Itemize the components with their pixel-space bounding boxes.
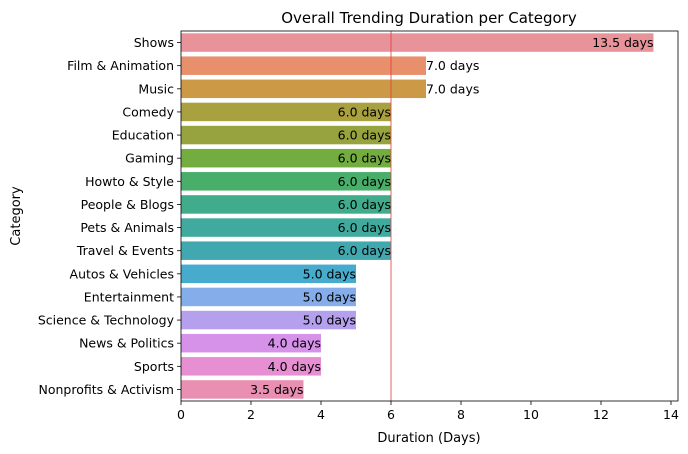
bar xyxy=(181,56,426,75)
x-tick-label: 10 xyxy=(523,407,539,422)
x-tick-label: 4 xyxy=(317,407,325,422)
chart-title: Overall Trending Duration per Category xyxy=(281,9,577,27)
bars-group xyxy=(181,33,654,399)
x-tick-label: 12 xyxy=(593,407,609,422)
bar xyxy=(181,33,654,52)
bar xyxy=(181,195,391,214)
data-label: 6.0 days xyxy=(338,220,391,235)
bar xyxy=(181,380,304,399)
data-label: 6.0 days xyxy=(338,174,391,189)
y-tick-label: Shows xyxy=(134,35,174,50)
y-tick-label: Education xyxy=(112,128,174,143)
y-tick-label: Autos & Vehicles xyxy=(70,266,174,281)
data-label: 7.0 days xyxy=(426,58,479,73)
y-tick-label: Science & Technology xyxy=(38,313,175,328)
bar xyxy=(181,357,321,376)
data-label: 5.0 days xyxy=(303,289,356,304)
x-tick-label: 0 xyxy=(177,407,185,422)
data-labels-group: 13.5 days 7.0 days 7.0 days 6.0 days 6.0 day… xyxy=(250,35,653,397)
bar xyxy=(181,125,391,145)
data-label: 5.0 days xyxy=(303,313,356,328)
data-label: 4.0 days xyxy=(268,336,321,351)
y-tick-label: Entertainment xyxy=(84,289,174,304)
data-label: 6.0 days xyxy=(338,243,391,258)
y-tick-label: Howto & Style xyxy=(85,174,174,189)
data-label: 6.0 days xyxy=(338,151,391,166)
x-tick-label: 8 xyxy=(457,407,465,422)
bar xyxy=(181,241,391,260)
y-tick-label: People & Blogs xyxy=(81,197,174,212)
y-tick-label: Comedy xyxy=(122,104,174,119)
y-tick-label: News & Politics xyxy=(79,336,174,351)
y-tick-label: Gaming xyxy=(125,151,174,166)
data-label: 3.5 days xyxy=(250,382,303,397)
x-axis-ticks: 0 2 4 6 8 10 12 14 xyxy=(177,401,679,422)
bar xyxy=(181,218,391,237)
data-label: 6.0 days xyxy=(338,197,391,212)
bar xyxy=(181,310,356,330)
bar xyxy=(181,172,391,191)
bar xyxy=(181,264,356,284)
y-tick-label: Music xyxy=(138,81,174,96)
data-label: 6.0 days xyxy=(338,128,391,143)
data-label: 5.0 days xyxy=(303,266,356,281)
x-tick-label: 14 xyxy=(663,407,679,422)
data-label: 7.0 days xyxy=(426,81,479,96)
bar xyxy=(181,102,391,122)
bar xyxy=(181,333,321,353)
x-tick-label: 2 xyxy=(247,407,255,422)
y-tick-label: Film & Animation xyxy=(67,58,174,73)
y-tick-label: Sports xyxy=(134,359,174,374)
bar xyxy=(181,287,356,307)
data-label: 13.5 days xyxy=(592,35,653,50)
y-axis-ticks: Shows Film & Animation Music Comedy Educatio… xyxy=(38,35,181,397)
data-label: 6.0 days xyxy=(338,104,391,119)
plot-frame xyxy=(180,30,679,402)
x-tick-label: 6 xyxy=(387,407,395,422)
y-axis-label: Category xyxy=(9,186,24,246)
y-tick-label: Pets & Animals xyxy=(80,220,174,235)
data-label: 4.0 days xyxy=(268,359,321,374)
bar xyxy=(181,79,426,99)
x-axis-label: Duration (Days) xyxy=(377,431,480,446)
y-tick-label: Nonprofits & Activism xyxy=(39,382,175,397)
y-tick-label: Travel & Events xyxy=(76,243,174,258)
bar xyxy=(181,148,391,168)
